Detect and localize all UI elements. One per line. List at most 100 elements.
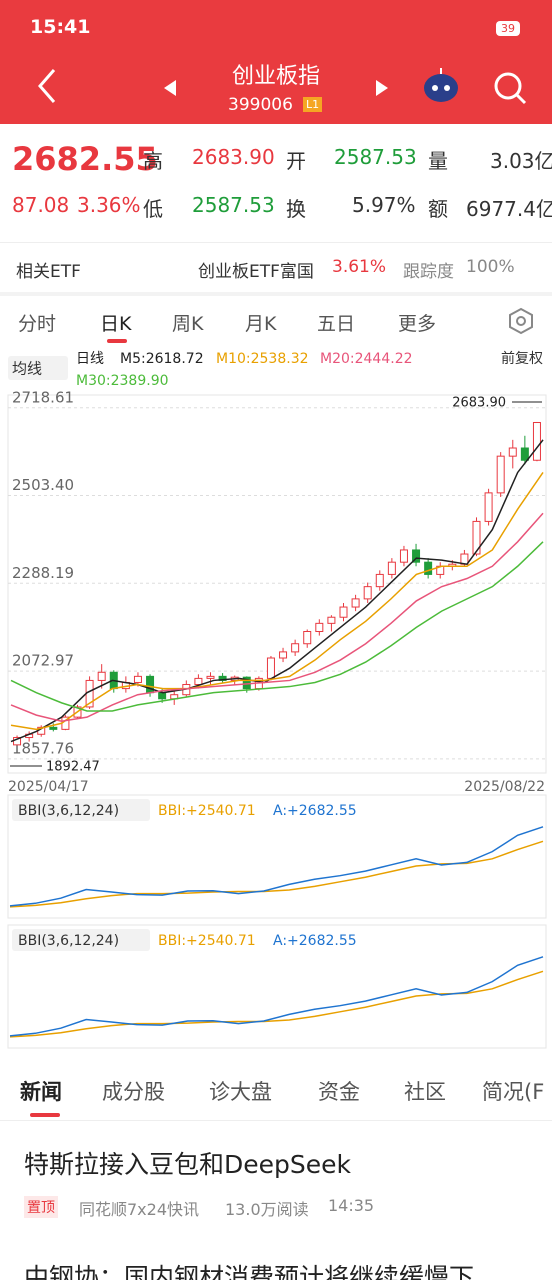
legend-entry: A:+2682.55 [273, 803, 357, 819]
back-button[interactable] [34, 66, 64, 106]
legend-entry: M10:2538.32 [216, 351, 309, 367]
next-button[interactable] [374, 78, 390, 98]
label: 开 [286, 149, 306, 173]
etf-name[interactable]: 创业板ETF富国 [198, 262, 314, 282]
y-tick-label: 2718.61 [12, 388, 74, 406]
divider [0, 1120, 552, 1121]
change: 87.08 [12, 193, 70, 217]
value: 2683.90 [192, 145, 275, 169]
tab-indicator [107, 339, 127, 343]
etf-pct: 3.61% [332, 257, 387, 277]
etf-label: 相关ETF [16, 262, 81, 282]
chart-tab[interactable]: 日K [100, 313, 132, 335]
news-title[interactable]: 特斯拉接入豆包和DeepSeek [24, 1150, 351, 1179]
divider [0, 292, 552, 296]
prev-button[interactable] [162, 78, 178, 98]
chart: 均线 日线 前复权 M5:2618.72 M10:2538.32 M20:2444.22 M… [7, 350, 547, 1049]
candle-body [508, 447, 517, 457]
candle-body [158, 692, 167, 700]
indicator-selector-bg [12, 799, 150, 821]
legend-entry: BBI:+2540.71 [158, 933, 256, 949]
settings-button[interactable] [506, 306, 536, 336]
candle-body [315, 622, 324, 633]
track-value: 100% [466, 257, 515, 277]
y-tick-label: 2288.19 [12, 564, 74, 582]
price: 2682.55 [12, 140, 158, 178]
min-label: 1892.47 [46, 760, 100, 775]
chart-tab[interactable]: 月K [245, 313, 277, 335]
ma-selector-bg [8, 356, 68, 380]
candle-body [424, 561, 433, 575]
x-label: 2025/08/22 [464, 779, 545, 795]
label: 换 [286, 197, 306, 221]
app-header [0, 0, 552, 124]
battery: 39 [496, 21, 520, 36]
news-source: 同花顺7x24快讯 [79, 1200, 200, 1219]
news-tab[interactable]: 资金 [318, 1080, 360, 1104]
news-reads: 13.0万阅读 [225, 1200, 309, 1219]
legend-entry: A:+2682.55 [273, 933, 357, 949]
value: 5.97% [352, 193, 416, 217]
value: 2587.53 [192, 193, 275, 217]
value: 6977.4亿 [466, 197, 552, 221]
change-pct: 3.36% [77, 193, 141, 217]
chart-tab[interactable]: 周K [172, 313, 204, 335]
news-title[interactable]: 中钢协：国内钢材消费预计将继续缓慢下 [24, 1263, 475, 1280]
legend-entry: M30:2389.90 [76, 373, 169, 389]
level-badge: L1 [303, 97, 323, 112]
candle-body [206, 675, 215, 679]
candle-body [496, 455, 505, 494]
index-title: 创业板指 [231, 64, 320, 89]
candle-body [339, 606, 348, 618]
chart-tab[interactable]: 更多 [398, 313, 437, 335]
candle-body [194, 677, 203, 686]
indicator-frame [7, 794, 547, 919]
candle-body [532, 422, 541, 461]
news-tab[interactable]: 社区 [404, 1080, 446, 1104]
candle-body [375, 573, 384, 588]
label: 低 [143, 197, 163, 221]
candle-body [146, 675, 155, 694]
y-tick-label: 1857.76 [12, 739, 74, 757]
news-tab[interactable]: 成分股 [102, 1080, 165, 1104]
ma-line [10, 439, 544, 743]
label: 高 [143, 149, 163, 173]
legend-entry: M5:2618.72 [120, 351, 204, 367]
indicator-selector: BBI(3,6,12,24) [18, 803, 119, 819]
label: 量 [428, 149, 448, 173]
search-button[interactable] [492, 70, 528, 106]
candle-body [97, 671, 106, 681]
candle-body [412, 549, 421, 563]
value: 2587.53 [334, 145, 417, 169]
candle-body [363, 586, 372, 600]
candle-body [266, 657, 275, 679]
indicator-line [9, 956, 544, 1037]
candle-body [279, 651, 288, 659]
news-tab[interactable]: 新闻 [20, 1080, 62, 1104]
candle-body [351, 598, 360, 608]
candle-body [49, 726, 58, 730]
indicator-selector: BBI(3,6,12,24) [18, 933, 119, 949]
indicator-line [9, 970, 544, 1038]
candle-body [387, 561, 396, 575]
candle-body [327, 616, 336, 624]
y-tick-label: 2072.97 [12, 652, 74, 670]
chart-tab[interactable]: 五日 [317, 313, 356, 335]
ma-line [10, 472, 544, 731]
legend-entry: M20:2444.22 [320, 351, 413, 367]
candle-body [399, 549, 408, 563]
chart-tab[interactable]: 分时 [18, 313, 57, 335]
robot-icon[interactable] [420, 66, 462, 106]
news-tab[interactable]: 诊大盘 [209, 1080, 272, 1104]
candle-body [303, 631, 312, 645]
candle-body [520, 447, 529, 461]
divider [0, 242, 552, 243]
ma-line [10, 541, 544, 712]
news-tab[interactable]: 简况(F [482, 1080, 545, 1104]
candle-body [472, 520, 481, 555]
status-time: 15:41 [30, 16, 91, 38]
indicator-selector-bg [12, 929, 150, 951]
index-code: 399006 [228, 95, 293, 115]
tab-indicator [30, 1113, 60, 1117]
